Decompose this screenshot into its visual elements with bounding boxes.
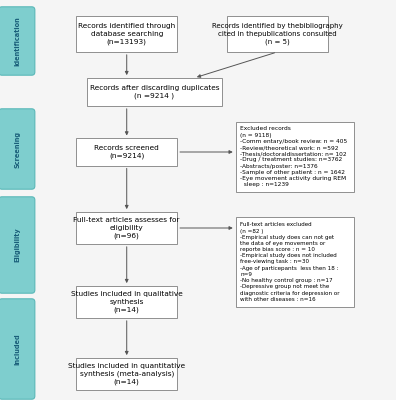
FancyBboxPatch shape xyxy=(76,212,177,244)
Text: Full-text articles assesses for
eligibility
(n=96): Full-text articles assesses for eligibil… xyxy=(74,217,180,239)
Text: Identification: Identification xyxy=(14,16,20,66)
FancyBboxPatch shape xyxy=(76,16,177,52)
FancyBboxPatch shape xyxy=(236,217,354,307)
Text: Studies included in quantitative
synthesis (meta-analysis)
(n=14): Studies included in quantitative synthes… xyxy=(68,363,185,385)
FancyBboxPatch shape xyxy=(227,16,328,52)
Text: Studies included in qualitative
synthesis
(n=14): Studies included in qualitative synthesi… xyxy=(71,291,183,313)
FancyBboxPatch shape xyxy=(76,358,177,390)
Text: Records screened
(n=9214): Records screened (n=9214) xyxy=(94,145,159,159)
Text: Excluded records
(n = 9118)
-Comm entary/book review: n = 405
-Review/theoretica: Excluded records (n = 9118) -Comm entary… xyxy=(240,126,348,187)
FancyBboxPatch shape xyxy=(0,299,35,399)
Text: Records after discarding duplicates
(n =9214 ): Records after discarding duplicates (n =… xyxy=(89,85,219,99)
Text: Records identified by thebibliography
cited in thepublications consulted
(n = 5): Records identified by thebibliography ci… xyxy=(212,23,343,45)
Text: Eligibility: Eligibility xyxy=(14,228,20,262)
Text: Included: Included xyxy=(14,333,20,365)
FancyBboxPatch shape xyxy=(236,122,354,192)
FancyBboxPatch shape xyxy=(0,7,35,75)
Text: Full-text articles excluded
(n =82 )
-Empirical study does can not get
the data : Full-text articles excluded (n =82 ) -Em… xyxy=(240,222,340,302)
FancyBboxPatch shape xyxy=(87,78,222,106)
Text: Screening: Screening xyxy=(14,130,20,168)
FancyBboxPatch shape xyxy=(76,286,177,318)
FancyBboxPatch shape xyxy=(0,197,35,293)
FancyBboxPatch shape xyxy=(76,138,177,166)
Text: Records identified through
database searching
(n=13193): Records identified through database sear… xyxy=(78,23,175,45)
FancyBboxPatch shape xyxy=(0,109,35,189)
